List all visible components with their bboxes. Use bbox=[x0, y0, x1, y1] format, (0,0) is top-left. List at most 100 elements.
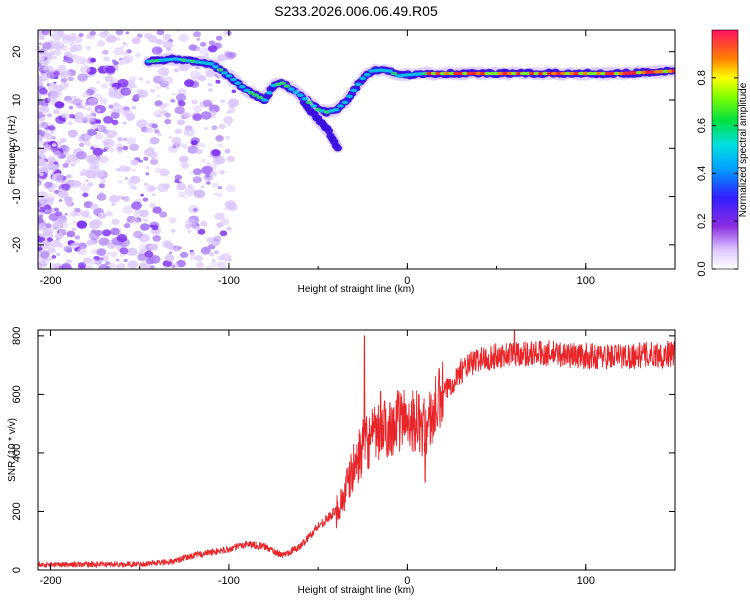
spectrogram-noise-blob bbox=[148, 186, 155, 192]
spectrogram-noise-blob bbox=[191, 140, 198, 146]
spectrogram-noise-blob bbox=[96, 119, 102, 124]
spectrogram-noise-blob bbox=[57, 193, 62, 197]
spectrogram-noise-blob bbox=[123, 258, 128, 263]
spectrogram-noise-blob bbox=[38, 232, 41, 236]
spectrogram-noise-blob bbox=[76, 247, 88, 256]
spectrogram-noise-blob bbox=[184, 187, 196, 197]
spectrogram-y-tick-label: 10 bbox=[11, 94, 23, 106]
spectrogram-noise-blob bbox=[150, 88, 156, 93]
spectrogram-noise-blob bbox=[201, 165, 213, 175]
spectrogram-noise-blob bbox=[54, 189, 60, 195]
spectrogram-noise-blob bbox=[179, 143, 186, 148]
spectrogram-noise-blob bbox=[110, 78, 118, 84]
colorbar-tick-label: 0.2 bbox=[696, 214, 708, 229]
spectrogram-noise-blob bbox=[175, 93, 187, 102]
spectrogram-noise-blob bbox=[204, 127, 209, 130]
spectrogram-peak-blob bbox=[332, 107, 340, 112]
spectrogram-noise-blob bbox=[62, 59, 67, 63]
spectrogram-noise-blob bbox=[106, 252, 111, 255]
spectrogram-peak-blob bbox=[283, 84, 291, 88]
snr-series-line bbox=[38, 330, 675, 569]
spectrogram-noise-blob bbox=[193, 31, 202, 38]
colorbar-tick-label: 0.0 bbox=[696, 261, 708, 276]
spectrogram-noise-blob bbox=[125, 31, 130, 35]
spectrogram-noise-blob bbox=[94, 132, 104, 140]
spectrogram-noise-blob bbox=[71, 227, 77, 231]
spectrogram-noise-blob bbox=[105, 129, 117, 139]
spectrogram-noise-blob bbox=[38, 191, 47, 199]
spectrogram-noise-blob bbox=[139, 159, 143, 163]
spectrogram-noise-blob bbox=[59, 30, 64, 33]
spectrogram-noise-blob bbox=[85, 45, 92, 50]
spectrogram-noise-blob bbox=[220, 99, 226, 104]
spectrogram-peak-blob bbox=[363, 72, 371, 77]
spectrogram-noise-blob bbox=[53, 263, 63, 269]
spectrogram-noise-blob bbox=[81, 91, 90, 98]
spectrogram-noise-blob bbox=[52, 55, 58, 60]
spectrogram-noise-blob bbox=[41, 30, 50, 36]
spectrogram-noise-blob bbox=[60, 221, 69, 229]
spectrogram-noise-blob bbox=[210, 163, 218, 170]
spectrogram-noise-blob bbox=[143, 156, 149, 161]
spectrogram-noise-blob bbox=[78, 33, 84, 38]
spectrogram-noise-blob bbox=[133, 209, 145, 218]
snr-chart: -200 -100 0 100 0 200 400 600 800 Height of stra… bbox=[7, 327, 676, 596]
spectrogram-peak-blob bbox=[238, 84, 246, 89]
spectrogram-noise-blob bbox=[157, 183, 169, 192]
spectrogram-noise-blob bbox=[174, 174, 182, 181]
spectrogram-noise-blob bbox=[72, 220, 77, 224]
spectrogram-noise-blob bbox=[116, 148, 124, 154]
spectrogram-noise-blob bbox=[38, 134, 44, 143]
spectrogram-noise-blob bbox=[102, 229, 112, 237]
spectrogram-noise-blob bbox=[151, 157, 156, 160]
spectrogram-noise-blob bbox=[178, 34, 189, 42]
spectrogram-noise-blob bbox=[43, 184, 48, 188]
spectrogram-noise-blob bbox=[215, 79, 221, 84]
spectrogram-noise-blob bbox=[161, 240, 172, 248]
spectrogram-noise-blob bbox=[131, 201, 142, 210]
spectrogram-y-tick-label: -10 bbox=[11, 189, 23, 205]
spectrogram-noise-blob bbox=[215, 135, 224, 142]
spectrogram-noise-blob bbox=[68, 131, 78, 139]
spectrogram-noise-blob bbox=[138, 92, 146, 99]
spectrogram-noise-blob bbox=[57, 145, 62, 149]
spectrogram-noise-blob bbox=[223, 116, 234, 124]
spectrogram-noise-blob bbox=[122, 51, 128, 56]
spectrogram-noise-blob bbox=[216, 192, 223, 198]
spectrogram-noise-blob bbox=[128, 76, 137, 83]
spectrogram-noise-blob bbox=[177, 119, 185, 126]
spectrogram-noise-blob bbox=[158, 102, 163, 106]
spectrogram-noise-blob bbox=[115, 258, 120, 262]
spectrogram-noise-blob bbox=[159, 211, 168, 218]
spectrogram-noise-blob bbox=[134, 52, 142, 58]
spectrogram-noise-blob bbox=[109, 262, 116, 267]
spectrogram-noise-blob bbox=[157, 133, 162, 137]
spectrogram-noise-blob bbox=[74, 235, 81, 240]
spectrogram-noise-blob bbox=[123, 54, 134, 63]
spectrogram-noise-blob bbox=[214, 250, 219, 255]
spectrogram-noise-blob bbox=[205, 70, 215, 78]
colorbar-tick-label: 0.6 bbox=[696, 118, 708, 133]
spectrogram-noise-blob bbox=[90, 249, 98, 255]
spectrogram-noise-blob bbox=[205, 265, 212, 269]
spectrogram-noise-blob bbox=[101, 256, 109, 262]
spectrogram-noise-blob bbox=[187, 145, 199, 154]
spectrogram-noise-blob bbox=[192, 168, 203, 176]
spectrogram-noise-blob bbox=[149, 203, 156, 208]
spectrogram-peak-blob bbox=[337, 104, 344, 108]
spectrogram-noise-blob bbox=[196, 148, 203, 154]
spectrogram-noise-blob bbox=[97, 109, 101, 112]
spectrogram-noise-blob bbox=[193, 105, 203, 113]
spectrogram-noise-blob bbox=[133, 85, 138, 88]
spectrogram-peak-blob bbox=[350, 88, 358, 93]
spectrogram-noise-blob bbox=[53, 150, 62, 158]
spectrogram-noise-blob bbox=[99, 98, 108, 105]
spectrogram-noise-blob bbox=[152, 75, 164, 84]
spectrogram-noise-blob bbox=[113, 47, 124, 56]
spectrogram-noise-blob bbox=[170, 262, 179, 269]
spectrogram-noise-blob bbox=[145, 166, 150, 170]
spectrogram-noise-blob bbox=[38, 99, 43, 106]
spectrogram-noise-blob bbox=[166, 86, 170, 90]
spectrogram-noise-blob bbox=[122, 205, 134, 214]
spectrogram-noise-blob bbox=[149, 137, 160, 145]
